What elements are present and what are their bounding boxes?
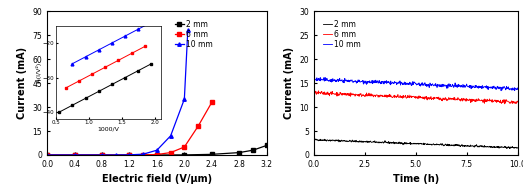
10 mm <box>431 84 437 86</box>
2 mm <box>506 147 513 150</box>
6 mm <box>154 153 160 156</box>
10 mm <box>99 154 105 156</box>
10 mm <box>311 78 317 80</box>
10 mm <box>464 85 471 88</box>
X-axis label: Time (h): Time (h) <box>393 174 439 184</box>
6 mm <box>167 151 174 154</box>
6 mm <box>363 92 370 94</box>
2 mm <box>44 154 50 156</box>
10 mm <box>447 83 453 86</box>
6 mm <box>464 98 471 101</box>
2 mm <box>515 146 521 149</box>
6 mm <box>403 97 410 99</box>
Line: 2 mm: 2 mm <box>46 144 268 157</box>
Line: 10 mm: 10 mm <box>314 77 518 91</box>
6 mm <box>209 101 215 103</box>
6 mm <box>431 97 437 100</box>
6 mm <box>447 97 453 99</box>
10 mm <box>112 154 119 156</box>
6 mm <box>127 154 133 156</box>
2 mm <box>311 138 317 141</box>
2 mm <box>236 151 243 154</box>
10 mm <box>140 153 146 155</box>
10 mm <box>363 83 370 85</box>
Line: 10 mm: 10 mm <box>46 29 189 157</box>
2 mm <box>181 154 188 156</box>
10 mm <box>347 80 354 82</box>
10 mm <box>181 98 188 100</box>
10 mm <box>498 90 504 92</box>
10 mm <box>515 88 521 90</box>
Y-axis label: Current (mA): Current (mA) <box>17 47 27 119</box>
Line: 2 mm: 2 mm <box>314 139 518 149</box>
X-axis label: Electric field (V/μm): Electric field (V/μm) <box>102 174 212 184</box>
10 mm <box>322 76 328 78</box>
Legend: 2 mm, 6 mm, 10 mm: 2 mm, 6 mm, 10 mm <box>172 17 216 52</box>
2 mm <box>209 153 215 156</box>
2 mm <box>464 145 471 147</box>
2 mm <box>431 143 437 146</box>
10 mm <box>71 154 77 156</box>
2 mm <box>154 154 160 156</box>
6 mm <box>44 154 50 156</box>
6 mm <box>502 103 508 105</box>
6 mm <box>99 154 105 156</box>
10 mm <box>185 29 191 32</box>
Y-axis label: Current (mA): Current (mA) <box>283 47 293 119</box>
2 mm <box>363 141 370 143</box>
Legend: 2 mm, 6 mm, 10 mm: 2 mm, 6 mm, 10 mm <box>320 17 364 52</box>
2 mm <box>447 144 453 146</box>
10 mm <box>403 83 410 85</box>
2 mm <box>71 154 77 156</box>
6 mm <box>515 100 521 102</box>
2 mm <box>312 138 318 140</box>
6 mm <box>347 92 354 94</box>
2 mm <box>347 140 354 142</box>
2 mm <box>264 144 270 146</box>
10 mm <box>44 154 50 156</box>
2 mm <box>250 149 256 151</box>
6 mm <box>140 154 146 156</box>
6 mm <box>315 90 322 92</box>
6 mm <box>181 146 188 148</box>
Line: 6 mm: 6 mm <box>314 91 518 104</box>
6 mm <box>71 154 77 156</box>
2 mm <box>403 142 410 144</box>
10 mm <box>127 154 133 156</box>
2 mm <box>99 154 105 156</box>
6 mm <box>311 91 317 93</box>
10 mm <box>167 135 174 137</box>
Line: 6 mm: 6 mm <box>46 101 213 157</box>
10 mm <box>154 149 160 151</box>
6 mm <box>195 125 201 127</box>
2 mm <box>127 154 133 156</box>
